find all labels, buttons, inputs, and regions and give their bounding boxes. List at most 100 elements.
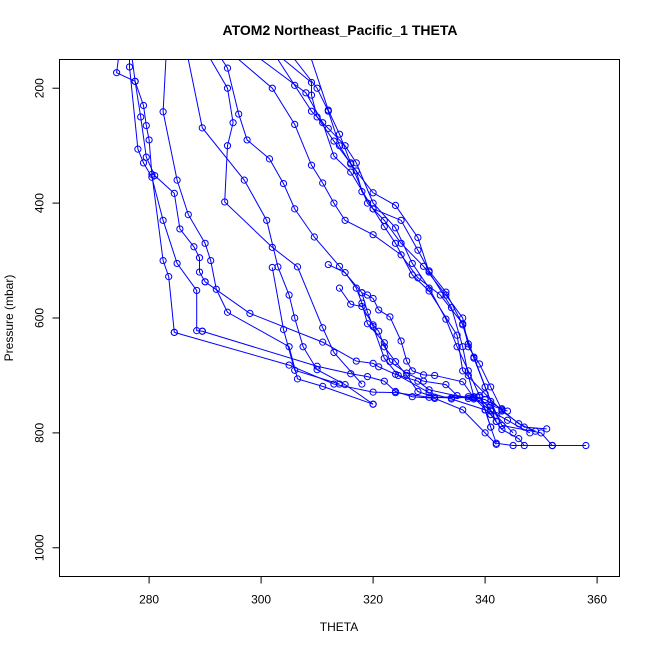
data-point <box>307 91 316 99</box>
data-point <box>330 199 338 207</box>
x-axis-label: THETA <box>320 620 358 634</box>
data-point <box>223 84 232 92</box>
data-point <box>487 406 495 414</box>
data-point <box>369 189 377 197</box>
data-point <box>319 324 327 332</box>
data-point <box>352 284 360 292</box>
data-point <box>229 119 237 127</box>
data-point <box>324 124 332 133</box>
data-point <box>548 441 556 450</box>
data-point <box>307 107 316 115</box>
data-point <box>159 256 167 265</box>
data-point <box>335 142 344 150</box>
data-point <box>207 256 215 265</box>
profile-line-13 <box>277 59 492 428</box>
data-point <box>520 441 528 450</box>
profile-line-22 <box>490 414 553 447</box>
data-point <box>173 176 181 184</box>
data-point <box>380 339 388 347</box>
data-point <box>391 358 400 366</box>
data-point <box>341 216 349 224</box>
data-point <box>223 142 232 150</box>
data-point <box>453 391 461 400</box>
data-point <box>481 429 489 437</box>
data-point <box>414 387 422 396</box>
data-point <box>369 231 377 239</box>
data-point <box>145 136 153 144</box>
profile-line-16 <box>202 330 497 445</box>
data-point <box>481 406 489 414</box>
data-point <box>291 205 299 213</box>
data-point <box>470 394 478 402</box>
data-point <box>330 137 338 145</box>
data-point <box>431 393 439 401</box>
data-point <box>201 278 209 286</box>
data-point <box>380 216 388 224</box>
data-point <box>459 367 467 375</box>
data-point <box>139 159 148 167</box>
data-point <box>509 441 517 450</box>
data-point <box>341 142 349 150</box>
data-point <box>515 420 523 428</box>
data-point <box>442 315 450 323</box>
data-point <box>159 108 167 116</box>
data-point <box>403 371 411 380</box>
data-point <box>176 225 184 233</box>
data-point <box>319 179 327 187</box>
data-point <box>265 155 274 163</box>
data-point <box>369 400 377 408</box>
data-point <box>285 291 293 299</box>
data-point <box>414 246 422 254</box>
data-point <box>299 343 307 351</box>
data-point <box>492 439 500 447</box>
data-point <box>431 371 439 380</box>
y-tick-label: 800 <box>33 423 47 443</box>
data-point <box>352 357 360 365</box>
data-point <box>375 363 383 371</box>
data-point <box>190 243 198 251</box>
data-point <box>487 423 495 431</box>
data-point <box>341 381 349 389</box>
data-point <box>481 383 489 391</box>
data-point <box>293 263 302 271</box>
data-point <box>442 291 450 299</box>
data-point <box>363 320 372 328</box>
data-point <box>335 130 344 138</box>
data-point <box>363 291 372 299</box>
chart-title: ATOM2 Northeast_Pacific_1 THETA <box>223 22 458 38</box>
profile-line-17 <box>271 267 340 385</box>
data-point <box>391 239 400 247</box>
data-point <box>408 393 416 401</box>
profile-line-4 <box>162 59 374 405</box>
data-point <box>453 343 461 351</box>
data-point <box>268 263 276 272</box>
data-point <box>515 435 523 443</box>
data-point <box>142 153 150 161</box>
data-point <box>464 367 472 375</box>
data-point <box>543 425 551 433</box>
y-tick-label: 600 <box>33 308 47 328</box>
data-point <box>313 113 321 121</box>
profile-line-10 <box>283 59 547 430</box>
x-tick-label: 360 <box>587 593 607 607</box>
data-point <box>391 387 400 396</box>
data-point <box>375 306 383 314</box>
data-point <box>363 372 372 381</box>
y-tick-label: 1000 <box>33 534 47 561</box>
data-point <box>113 69 121 77</box>
data-point <box>464 371 472 380</box>
data-point <box>279 179 288 188</box>
data-point <box>148 173 156 181</box>
data-point <box>470 353 478 361</box>
data-point <box>142 121 150 130</box>
data-point <box>347 300 355 308</box>
x-tick-label: 320 <box>363 593 383 607</box>
data-point <box>310 233 318 241</box>
data-point <box>139 101 148 110</box>
data-point <box>291 81 299 89</box>
data-point <box>195 254 204 262</box>
data-point <box>324 260 332 269</box>
data-point <box>173 259 181 268</box>
